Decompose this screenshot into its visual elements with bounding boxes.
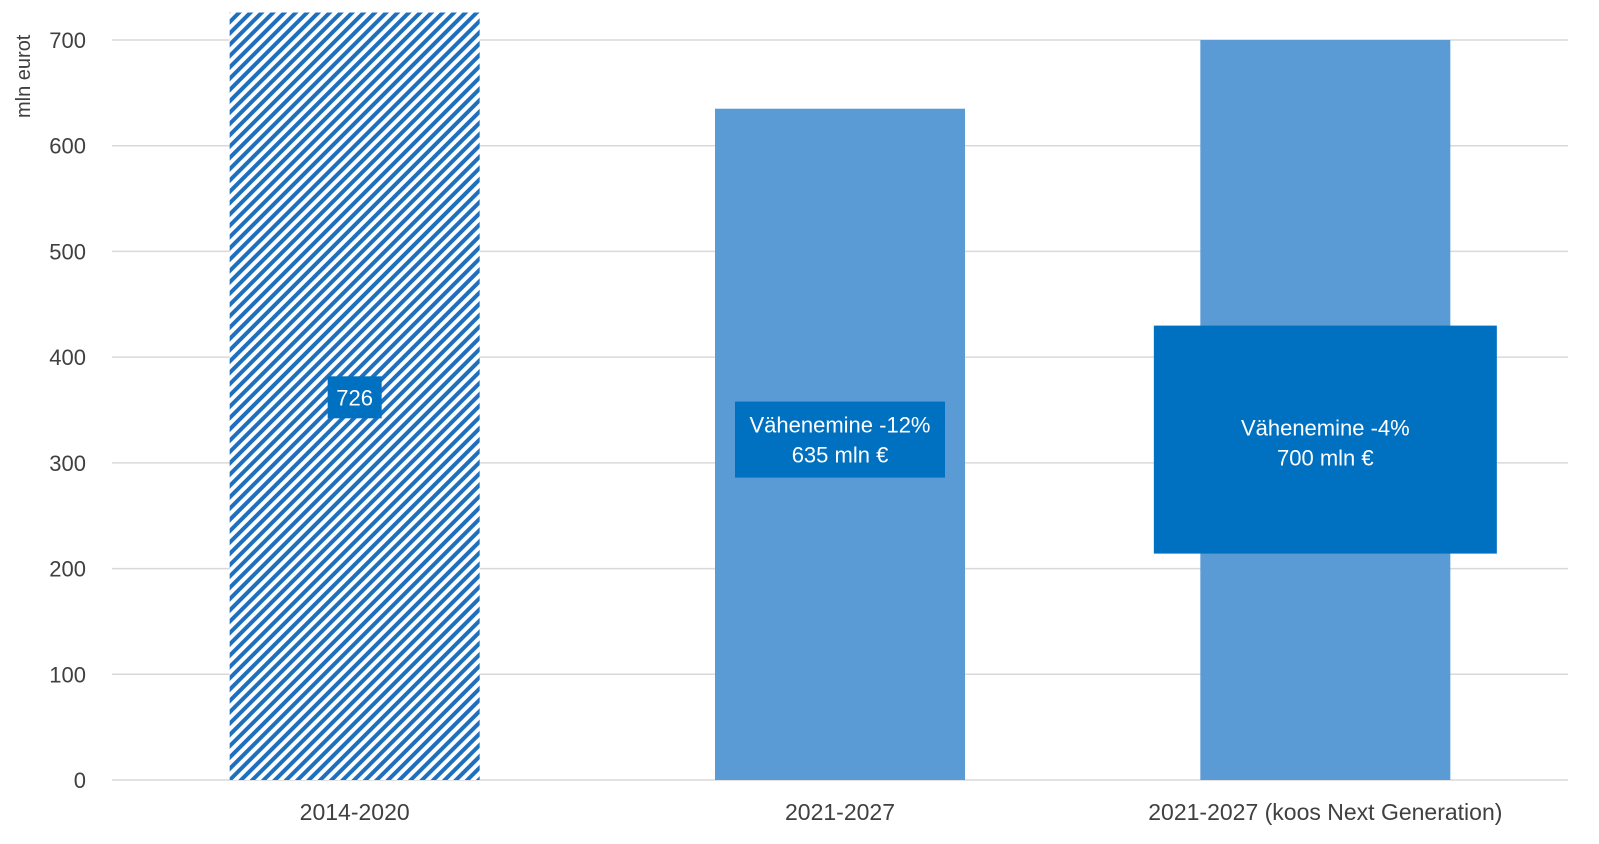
x-category-label: 2021-2027 (koos Next Generation)	[1148, 799, 1502, 825]
y-tick-label: 500	[49, 239, 86, 264]
y-tick-label: 0	[74, 768, 86, 793]
y-tick-label: 300	[49, 451, 86, 476]
x-category-label: 2014-2020	[300, 799, 410, 825]
y-axis-ticks: 0 100 200 300 400 500 600 700	[49, 28, 86, 793]
data-label-2: Vähenemine -12% 635 mln €	[735, 401, 945, 478]
data-label-text: 635 mln €	[792, 443, 889, 468]
data-label-text: Vähenemine -4%	[1241, 416, 1410, 441]
data-label-1: 726	[327, 376, 382, 419]
data-label-3: Vähenemine -4% 700 mln €	[1153, 325, 1497, 554]
data-label-box	[735, 401, 945, 478]
data-label-box	[1153, 325, 1497, 554]
data-label-box	[327, 376, 382, 419]
data-label-text: 700 mln €	[1277, 446, 1374, 471]
x-axis-categories: 2014-2020 2021-2027 2021-2027 (koos Next G…	[300, 799, 1503, 825]
y-tick-label: 700	[49, 28, 86, 53]
data-label-text: 726	[336, 385, 373, 410]
y-tick-label: 400	[49, 345, 86, 370]
x-category-label: 2021-2027	[785, 799, 895, 825]
data-labels: 726 Vähenemine -12% 635 mln € Vähenemine -4…	[327, 325, 1497, 554]
data-label-text: Vähenemine -12%	[749, 413, 930, 438]
y-axis-label: mln eurot	[13, 34, 35, 118]
y-tick-label: 100	[49, 662, 86, 687]
y-tick-label: 600	[49, 134, 86, 159]
y-tick-label: 200	[49, 557, 86, 582]
